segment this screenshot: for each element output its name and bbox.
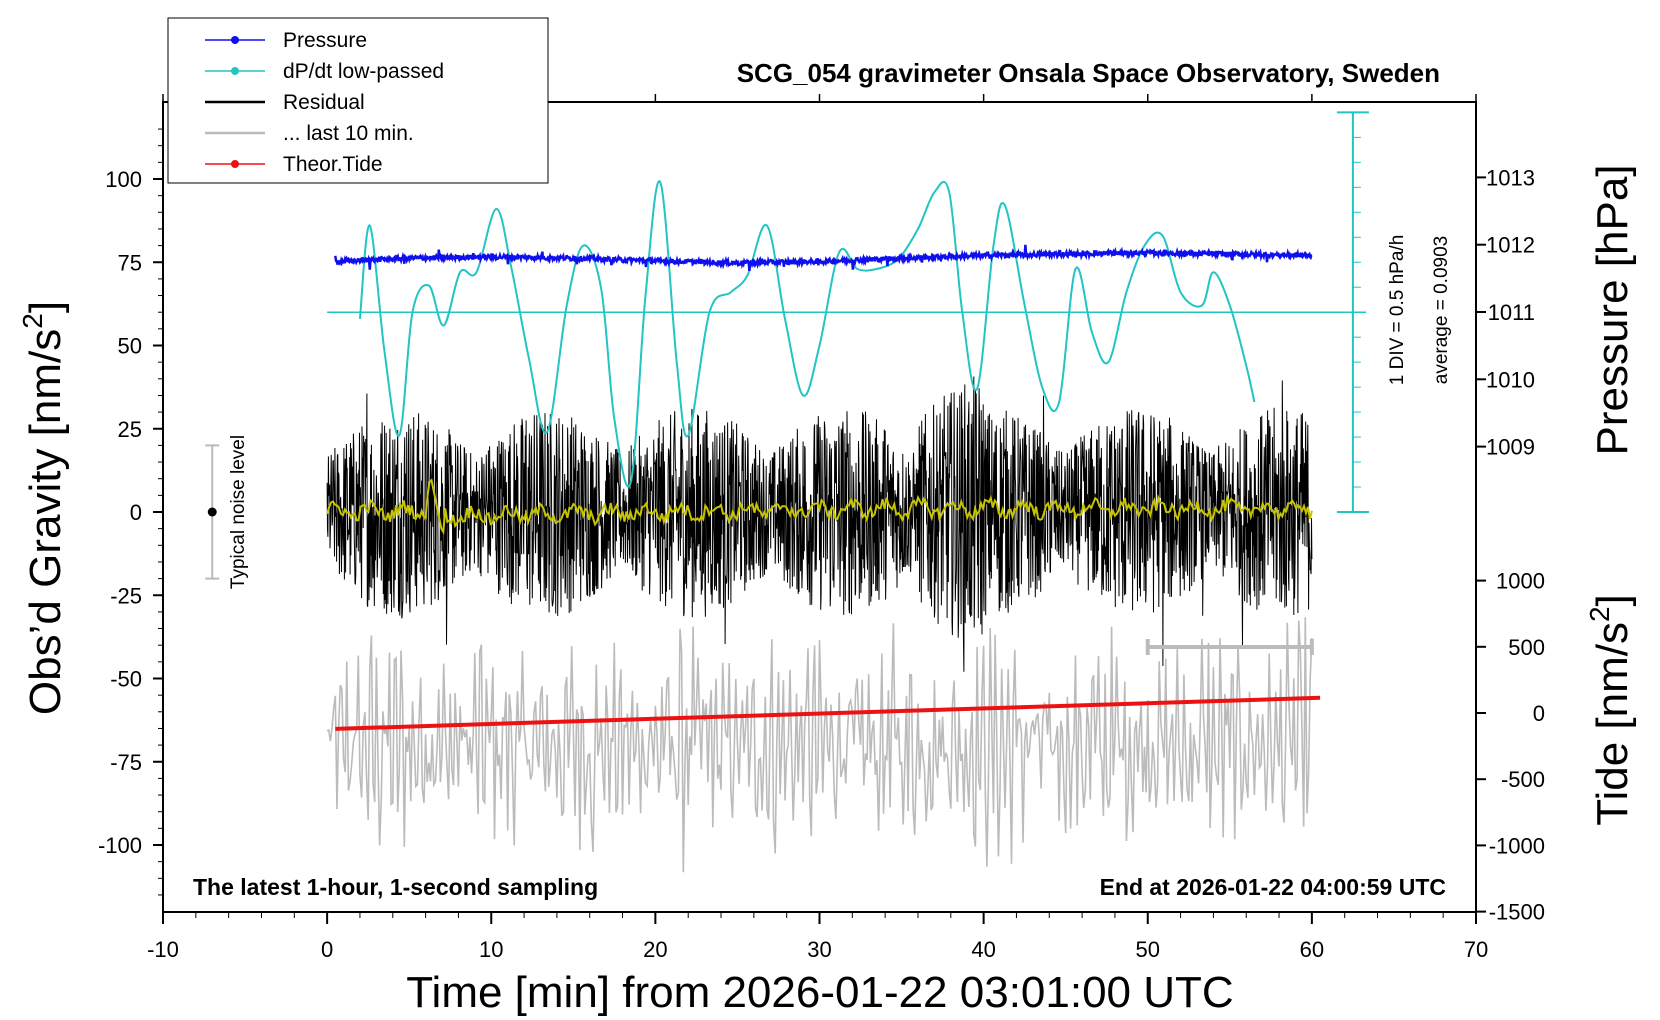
tide-tick-label: 500 [1508, 635, 1545, 660]
pressure-tick-label: 1011 [1488, 300, 1535, 325]
legend-box [167, 17, 549, 184]
legend-label: dP/dt low-passed [283, 60, 444, 83]
pressure-tick-label: 1013 [1486, 165, 1535, 190]
residual-smoothed-series [326, 478, 1313, 536]
annotations: Typical noise level 1 DIV = 0.5 hPa/h aver… [205, 235, 1452, 655]
pressure-tick-label: 1009 [1486, 435, 1535, 460]
tide-tick-label: -1000 [1489, 833, 1545, 858]
legend: Pressure dP/dt low-passed Residual ... last… [167, 17, 549, 184]
noise-label: Typical noise level [228, 435, 249, 589]
legend-marker [231, 67, 239, 75]
y-axis-title-tide-base: Tide [nm/s [1588, 622, 1637, 826]
y-axis-title-left-sup: 2 [17, 313, 48, 329]
noise-dot [207, 507, 217, 517]
legend-label: ... last 10 min. [283, 122, 414, 145]
x-tick-label: 70 [1464, 937, 1488, 962]
x-tick-label: 50 [1136, 937, 1160, 962]
y-axis-title-tide-sup: 2 [1584, 606, 1615, 622]
y-axis-title-tide-close: ] [1588, 594, 1637, 606]
residual-series [326, 376, 1313, 672]
x-tick-label: -10 [147, 937, 179, 962]
y-axis-title-left-base: Obs’d Gravity [nm/s [21, 329, 70, 715]
y-tick-label: -75 [110, 750, 142, 775]
dpdt-series [327, 111, 1369, 513]
theor-tide-series [335, 695, 1321, 731]
pressure-line [334, 244, 1313, 271]
y-tick-label: -50 [110, 667, 142, 692]
legend-label: Theor.Tide [283, 153, 383, 176]
residual-smoothed-line [326, 478, 1313, 536]
y-tick-label: 75 [118, 250, 142, 275]
y-axis-title-left: Obs’d Gravity [nm/s2] [17, 301, 70, 715]
x-axis-title: Time [min] from 2026-01-22 03:01:00 UTC [406, 968, 1233, 1017]
last-10-min-line [326, 617, 1313, 873]
y-tick-label: 0 [130, 500, 142, 525]
dpdt-line [358, 180, 1256, 488]
tide-tick-label: 0 [1533, 701, 1545, 726]
y-tick-label: 25 [118, 417, 142, 442]
pressure-series [334, 244, 1313, 271]
last-10-min-series [326, 617, 1313, 873]
legend-marker [231, 36, 239, 44]
pressure-tick-label: 1012 [1486, 233, 1535, 258]
residual-line [326, 376, 1313, 672]
legend-label: Residual [283, 91, 365, 114]
x-tick-label: 10 [479, 937, 503, 962]
dpdt-average-label: average = 0.0903 [1431, 236, 1452, 384]
end-note: End at 2026-01-22 04:00:59 UTC [1100, 874, 1446, 900]
x-tick-label: 20 [643, 937, 667, 962]
dpdt-scale-label: 1 DIV = 0.5 hPa/h [1387, 235, 1408, 386]
legend-label: Pressure [283, 29, 367, 52]
x-tick-label: 40 [971, 937, 995, 962]
y-tick-label: -25 [110, 583, 142, 608]
tide-tick-label: -500 [1501, 767, 1545, 792]
y-axis-title-pressure: Pressure [hPa] [1588, 164, 1637, 455]
y-axis-title-tide: Tide [nm/s2] [1584, 594, 1637, 826]
y-tick-label: -100 [98, 833, 142, 858]
x-tick-label: 0 [321, 937, 333, 962]
axes: -10 0 10 20 30 40 50 60 701007550250-25-50-75-10… [98, 94, 1545, 962]
y-tick-label: 50 [118, 334, 142, 359]
pressure-tick-label: 1010 [1486, 367, 1535, 392]
x-tick-label: 30 [807, 937, 831, 962]
legend-marker [231, 160, 239, 168]
tide-line [335, 695, 1321, 731]
tide-tick-label: -1500 [1489, 900, 1545, 925]
latest-note: The latest 1-hour, 1-second sampling [193, 874, 598, 900]
y-tick-label: 100 [105, 167, 142, 192]
chart-title: SCG_054 gravimeter Onsala Space Observat… [737, 58, 1440, 88]
y-axis-title-left-close: ] [21, 301, 70, 313]
tide-tick-label: 1000 [1496, 569, 1545, 594]
x-tick-label: 60 [1300, 937, 1324, 962]
